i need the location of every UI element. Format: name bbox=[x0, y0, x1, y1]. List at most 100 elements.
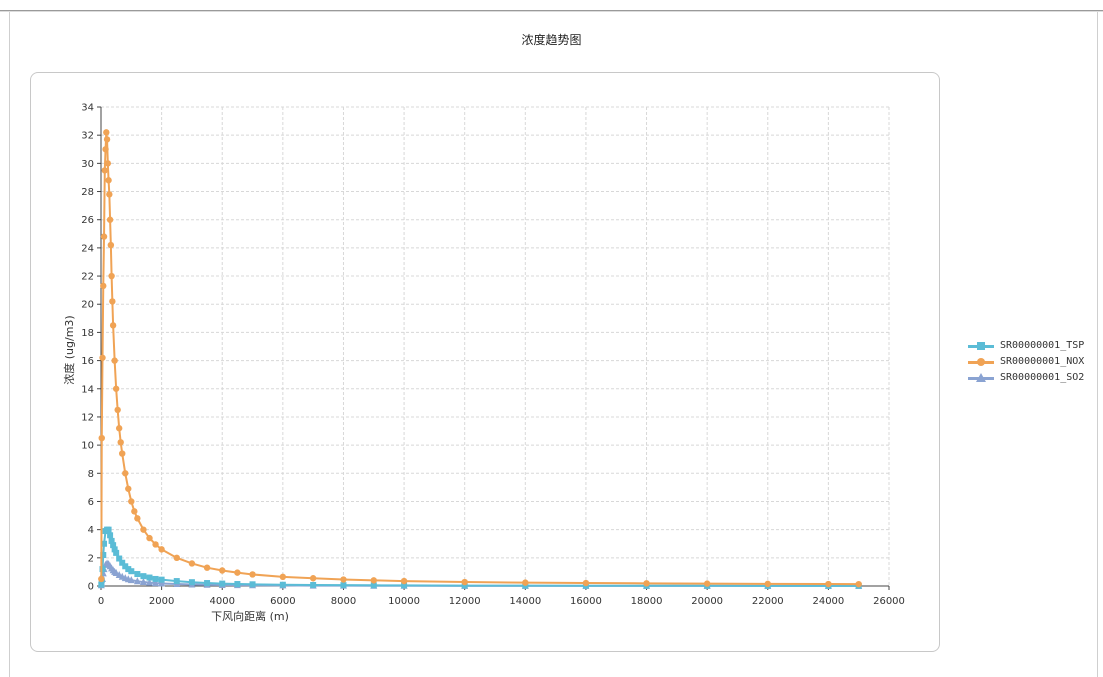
data-point bbox=[113, 549, 120, 556]
data-point bbox=[111, 357, 118, 364]
x-tick-label: 0 bbox=[98, 596, 104, 607]
data-point bbox=[107, 532, 114, 539]
data-point bbox=[279, 581, 286, 588]
data-point bbox=[152, 575, 159, 582]
data-point bbox=[855, 580, 862, 588]
y-tick-label: 6 bbox=[88, 497, 94, 508]
data-point bbox=[111, 546, 118, 553]
x-tick-label: 2000 bbox=[149, 596, 174, 607]
data-point bbox=[134, 571, 141, 578]
chart-panel bbox=[30, 72, 940, 652]
data-point bbox=[370, 582, 377, 589]
y-tick-label: 18 bbox=[81, 328, 94, 339]
data-point bbox=[117, 439, 124, 446]
legend-label: SR00000001_NOX bbox=[1000, 356, 1085, 367]
data-point bbox=[158, 546, 165, 553]
y-tick-label: 28 bbox=[81, 187, 94, 198]
y-tick-label: 4 bbox=[88, 525, 94, 536]
x-axis-label: 下风向距离 (m) bbox=[211, 609, 289, 623]
y-tick-label: 8 bbox=[88, 469, 94, 480]
data-point bbox=[234, 569, 241, 576]
data-point bbox=[122, 470, 129, 477]
data-point bbox=[146, 534, 153, 542]
data-point bbox=[764, 580, 771, 588]
legend-item-so2[interactable]: SR00000001_SO2 bbox=[968, 370, 1096, 386]
data-point bbox=[100, 282, 107, 290]
circle-marker-icon bbox=[977, 358, 985, 366]
data-point bbox=[703, 580, 711, 587]
data-point bbox=[98, 575, 105, 583]
data-point bbox=[145, 578, 153, 586]
data-point bbox=[114, 406, 121, 414]
data-point bbox=[109, 298, 116, 305]
data-point bbox=[401, 582, 408, 589]
data-point bbox=[116, 555, 123, 562]
data-point bbox=[158, 576, 165, 583]
data-point bbox=[310, 582, 317, 589]
data-point bbox=[104, 160, 112, 167]
data-point bbox=[173, 578, 180, 585]
data-point bbox=[106, 191, 113, 198]
x-tick-label: 18000 bbox=[631, 596, 663, 607]
x-tick-label: 8000 bbox=[331, 596, 356, 607]
data-point bbox=[249, 571, 256, 578]
data-point bbox=[173, 554, 180, 562]
chart-legend[interactable]: SR00000001_TSP SR00000001_NOX SR00000001… bbox=[968, 338, 1096, 386]
data-point bbox=[99, 566, 106, 573]
data-point bbox=[107, 241, 115, 249]
data-point bbox=[119, 450, 126, 457]
x-tick-label: 14000 bbox=[509, 596, 541, 607]
legend-item-tsp[interactable]: SR00000001_TSP bbox=[968, 338, 1096, 354]
y-tick-label: 12 bbox=[81, 412, 94, 423]
data-point bbox=[108, 272, 115, 280]
data-point bbox=[234, 581, 241, 588]
window-left-border bbox=[9, 12, 10, 677]
data-point bbox=[98, 581, 105, 588]
legend-item-nox[interactable]: SR00000001_NOX bbox=[968, 354, 1096, 370]
y-tick-label: 2 bbox=[88, 553, 94, 564]
triangle-marker-icon bbox=[976, 373, 986, 382]
x-tick-label: 12000 bbox=[449, 596, 481, 607]
series-line-0 bbox=[100, 528, 859, 587]
data-point bbox=[98, 434, 105, 442]
x-tick-label: 26000 bbox=[873, 596, 905, 607]
x-tick-label: 16000 bbox=[570, 596, 602, 607]
data-point bbox=[125, 485, 132, 492]
legend-label: SR00000001_TSP bbox=[1000, 340, 1085, 351]
data-point bbox=[112, 385, 120, 392]
y-tick-label: 16 bbox=[81, 356, 94, 367]
data-point bbox=[133, 577, 141, 585]
data-point bbox=[158, 579, 166, 587]
y-tick-label: 32 bbox=[81, 131, 94, 142]
data-point bbox=[204, 580, 211, 587]
data-point bbox=[825, 580, 832, 588]
data-point bbox=[340, 582, 347, 589]
y-tick-label: 34 bbox=[81, 103, 94, 114]
x-tick-label: 22000 bbox=[752, 596, 784, 607]
window-top-border bbox=[0, 0, 1103, 11]
y-tick-label: 22 bbox=[81, 272, 94, 283]
y-tick-label: 26 bbox=[81, 215, 94, 226]
data-point bbox=[249, 581, 256, 588]
data-point bbox=[125, 566, 132, 573]
data-point bbox=[188, 560, 196, 567]
data-point bbox=[461, 582, 468, 589]
data-point bbox=[370, 577, 377, 584]
y-tick-label: 30 bbox=[81, 159, 94, 170]
data-point bbox=[219, 580, 226, 587]
data-point bbox=[105, 526, 112, 533]
data-point bbox=[99, 354, 106, 361]
data-point bbox=[100, 233, 108, 240]
data-point bbox=[643, 580, 650, 587]
y-tick-label: 20 bbox=[81, 300, 94, 311]
data-point bbox=[103, 129, 110, 136]
data-point bbox=[128, 568, 135, 575]
data-point bbox=[109, 322, 117, 329]
data-point bbox=[582, 579, 590, 587]
data-point bbox=[131, 508, 138, 515]
data-point bbox=[100, 552, 107, 559]
data-point bbox=[106, 216, 114, 223]
square-marker-icon bbox=[977, 342, 985, 350]
x-tick-label: 4000 bbox=[210, 596, 235, 607]
